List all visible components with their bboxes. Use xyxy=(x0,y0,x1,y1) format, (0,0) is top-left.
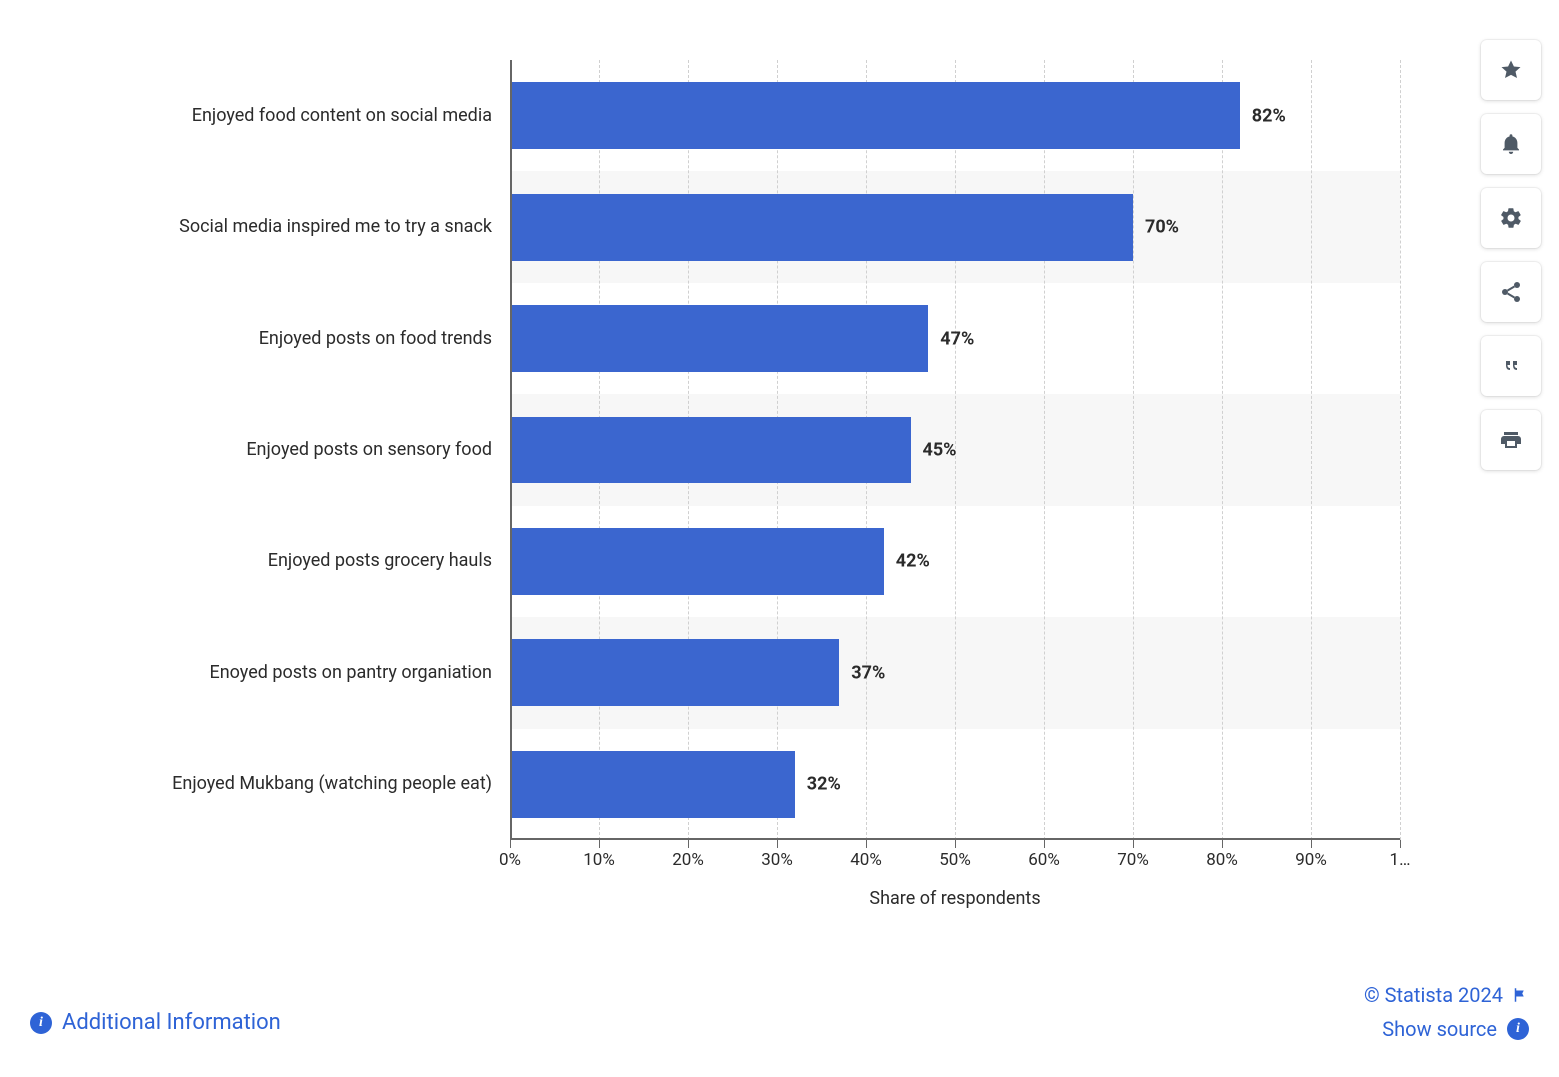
category-label: Enjoyed posts on sensory food xyxy=(32,439,492,461)
share-button[interactable] xyxy=(1481,262,1541,322)
share-icon xyxy=(1499,280,1523,304)
category-label: Enjoyed posts on food trends xyxy=(32,328,492,350)
alert-button[interactable] xyxy=(1481,114,1541,174)
show-source-link[interactable]: Show source i xyxy=(1364,1017,1529,1041)
x-tick-mark xyxy=(777,840,778,848)
bar-row: Enjoyed Mukbang (watching people eat)32% xyxy=(510,729,1400,840)
gear-icon xyxy=(1499,206,1523,230)
y-axis-line xyxy=(510,60,512,840)
plot-area: Share of respondents 0%10%20%30%40%50%60… xyxy=(510,60,1400,840)
category-label: Social media inspired me to try a snack xyxy=(32,216,492,238)
bar[interactable] xyxy=(510,639,839,706)
x-tick-label: 0% xyxy=(499,850,521,870)
print-button[interactable] xyxy=(1481,410,1541,470)
x-tick-mark xyxy=(510,840,511,848)
bar-value-label: 37% xyxy=(851,662,885,683)
x-tick-label: 60% xyxy=(1028,850,1060,870)
category-label: Enjoyed posts grocery hauls xyxy=(32,551,492,573)
x-tick-label: 20% xyxy=(672,850,704,870)
bar-row: Enjoyed food content on social media82% xyxy=(510,60,1400,171)
x-tick-label: 80% xyxy=(1206,850,1238,870)
star-icon xyxy=(1499,58,1523,82)
bar-row: Enjoyed posts on food trends47% xyxy=(510,283,1400,394)
x-tick-label: 10% xyxy=(583,850,615,870)
bar[interactable] xyxy=(510,82,1240,149)
x-tick-mark xyxy=(1400,840,1401,848)
chart-container: Share of respondents 0% 10% 20% 30% 40% 50% 60… xyxy=(20,30,1450,970)
x-axis-line xyxy=(510,838,1400,840)
bar[interactable] xyxy=(510,194,1133,261)
print-icon xyxy=(1499,428,1523,452)
bar-value-label: 70% xyxy=(1145,217,1179,238)
show-source-label: Show source xyxy=(1382,1017,1497,1041)
x-tick-label: 50% xyxy=(939,850,971,870)
info-icon: i xyxy=(30,1012,52,1034)
bar-row: Enjoyed posts on sensory food45% xyxy=(510,394,1400,505)
bar-row: Enjoyed posts grocery hauls42% xyxy=(510,506,1400,617)
x-tick-label: 90% xyxy=(1295,850,1327,870)
x-tick-mark xyxy=(955,840,956,848)
x-tick-label: 70% xyxy=(1117,850,1149,870)
x-tick-mark xyxy=(1222,840,1223,848)
additional-info-label: Additional Information xyxy=(62,1010,281,1035)
gridline xyxy=(1400,60,1401,840)
x-tick-label: 1… xyxy=(1390,850,1411,870)
bar[interactable] xyxy=(510,305,928,372)
favorite-button[interactable] xyxy=(1481,40,1541,100)
copyright: © Statista 2024 xyxy=(1364,983,1529,1007)
bar[interactable] xyxy=(510,751,795,818)
settings-button[interactable] xyxy=(1481,188,1541,248)
x-tick-mark xyxy=(599,840,600,848)
info-icon: i xyxy=(1507,1018,1529,1040)
side-toolbar xyxy=(1481,40,1541,470)
x-axis-title: Share of respondents xyxy=(869,888,1040,909)
x-tick-mark xyxy=(1044,840,1045,848)
flag-icon xyxy=(1511,986,1529,1004)
x-tick-label: 30% xyxy=(761,850,793,870)
additional-info-link[interactable]: i Additional Information xyxy=(30,1010,281,1035)
bar[interactable] xyxy=(510,528,884,595)
bar-value-label: 45% xyxy=(923,439,957,460)
x-tick-mark xyxy=(1133,840,1134,848)
bar-value-label: 42% xyxy=(896,551,930,572)
bar-value-label: 47% xyxy=(940,328,974,349)
cite-button[interactable] xyxy=(1481,336,1541,396)
copyright-text: © Statista 2024 xyxy=(1364,983,1503,1007)
x-tick-mark xyxy=(866,840,867,848)
x-tick-mark xyxy=(688,840,689,848)
bar-row: Social media inspired me to try a snack7… xyxy=(510,171,1400,282)
category-label: Enjoyed food content on social media xyxy=(32,105,492,127)
bar-row: Enoyed posts on pantry organiation37% xyxy=(510,617,1400,728)
footer-right: © Statista 2024 Show source i xyxy=(1364,983,1529,1041)
bar-value-label: 32% xyxy=(807,774,841,795)
bell-icon xyxy=(1499,132,1523,156)
bar[interactable] xyxy=(510,417,911,484)
bar-value-label: 82% xyxy=(1252,105,1286,126)
x-tick-label: 40% xyxy=(850,850,882,870)
category-label: Enoyed posts on pantry organiation xyxy=(32,662,492,684)
category-label: Enjoyed Mukbang (watching people eat) xyxy=(32,773,492,795)
x-tick-mark xyxy=(1311,840,1312,848)
quote-icon xyxy=(1499,354,1523,378)
